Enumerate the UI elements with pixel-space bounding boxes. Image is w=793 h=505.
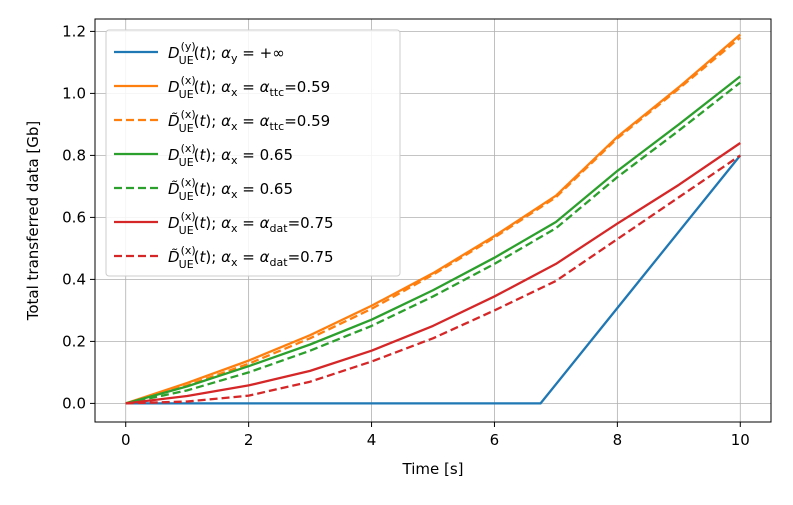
x-tick-label: 4 [367,431,377,449]
y-tick: 0.8 [62,146,95,164]
y-axis-ticks: 0.0 0.2 0.4 0.6 0.8 1.0 1.2 [62,22,95,412]
legend-label: D(x) UE(t); αx = αttc=0.59 [168,74,330,101]
y-axis-label: Total transferred data [Gb] [24,121,42,322]
legend-label: D(x) UE(t); αx = 0.65 [168,142,293,169]
series-line-2 [125,36,742,405]
legend-entry: D̃(x) UE(t); αx = αttc=0.59 [114,108,330,135]
legend-entry: D(x) UE(t); αx = αttc=0.59 [114,74,330,101]
series-line-5 [125,142,741,405]
x-tick-label: 10 [731,431,750,449]
y-tick: 0.6 [62,208,95,226]
y-tick-label: 0.6 [62,208,86,226]
legend-label: D(y) UE(t); αy = +∞ [168,40,285,67]
legend-label: D̃(x) UE(t); αx = 0.65 [168,176,293,203]
series-line-1 [125,33,742,405]
y-tick: 1.0 [62,84,95,102]
x-tick: 6 [490,422,500,449]
legend-entry: D(y) UE(t); αy = +∞ [114,40,285,67]
legend-entry: D(x) UE(t); αx = αdat=0.75 [114,210,334,237]
series-line-4 [125,81,741,405]
y-tick: 0.0 [62,394,95,412]
x-tick-label: 0 [121,431,131,449]
legend-box [105,29,401,277]
legend-label: D̃(x) UE(t); αx = αttc=0.59 [168,108,330,135]
series-line-0 [125,154,742,405]
series-line-6 [125,154,741,405]
y-tick-label: 1.2 [62,22,86,40]
x-tick: 4 [367,422,377,449]
x-tick: 2 [244,422,254,449]
legend-entry: D̃(x) UE(t); αx = 0.65 [114,176,293,203]
x-axis-label: Time [s] [402,460,464,478]
y-tick-label: 0.2 [62,332,86,350]
plot-frame [94,18,772,423]
y-tick-label: 0.4 [62,270,86,288]
legend-label: D(x) UE(t); αx = αdat=0.75 [168,210,334,237]
x-tick-label: 2 [244,431,254,449]
x-tick-label: 8 [613,431,623,449]
x-axis-ticks: 0 2 4 6 8 10 [121,422,750,449]
series-lines [125,33,742,405]
x-tick-label: 6 [490,431,500,449]
x-tick: 10 [731,422,750,449]
series-line-3 [125,75,741,405]
y-tick-label: 0.8 [62,146,86,164]
y-tick: 1.2 [62,22,95,40]
x-tick: 0 [121,422,131,449]
x-tick: 8 [613,422,623,449]
y-tick-label: 1.0 [62,84,86,102]
y-tick-label: 0.0 [62,394,86,412]
legend: D(y) UE(t); αy = +∞ D(x) UE(t); αx = αttc=0… [105,29,401,277]
y-tick: 0.2 [62,332,95,350]
legend-entry: D̃(x) UE(t); αx = αdat=0.75 [114,244,334,271]
y-tick: 0.4 [62,270,95,288]
legend-entry: D(x) UE(t); αx = 0.65 [114,142,293,169]
legend-label: D̃(x) UE(t); αx = αdat=0.75 [168,244,334,271]
